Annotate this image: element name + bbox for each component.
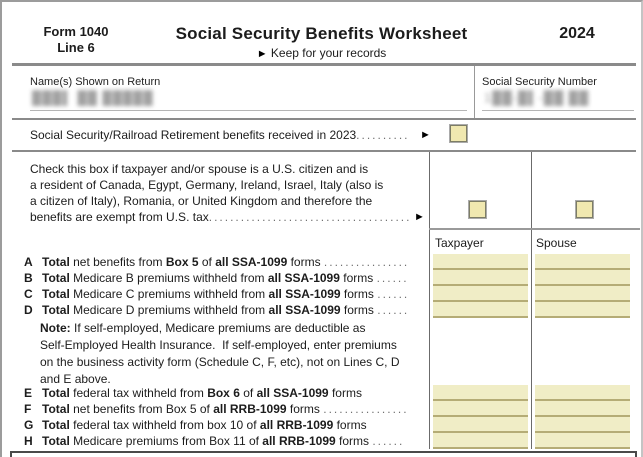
page-subtitle: ► Keep for your records — [256, 46, 387, 60]
field-g-spouse[interactable] — [535, 417, 630, 433]
note-line-1: Note: If self-employed, Medicare premium… — [40, 321, 366, 335]
citizenship-line-1: Check this box if taxpayer and/or spouse… — [30, 162, 369, 176]
row-e-letter: E — [24, 386, 33, 400]
field-e-spouse[interactable] — [535, 385, 630, 401]
name-underline — [30, 110, 467, 111]
divider — [12, 63, 636, 66]
citizen-exempt-checkbox-taxpayer[interactable] — [469, 201, 486, 218]
row-f-text: Total net benefits from Box 5 of all RRB… — [42, 402, 409, 416]
divider — [12, 118, 636, 120]
row-d-letter: D — [24, 303, 33, 317]
column-header-spouse: Spouse — [536, 236, 577, 250]
note-line-3: on the business activity form (Schedule … — [40, 355, 400, 369]
row-b-letter: B — [24, 271, 33, 285]
spouse-column-line — [531, 152, 532, 449]
form-line-number: Line 6 — [57, 40, 95, 55]
row-g-letter: G — [24, 418, 34, 432]
ssn-underline — [482, 110, 634, 111]
column-header-divider — [429, 228, 640, 230]
field-d-spouse[interactable] — [535, 302, 630, 318]
row-e-text: Total federal tax withheld from Box 6 of… — [42, 386, 362, 400]
note-line-4: and E above. — [40, 372, 111, 386]
field-f-spouse[interactable] — [535, 401, 630, 417]
row-a-text: Total net benefits from Box 5 of all SSA… — [42, 255, 410, 269]
citizenship-line-4: benefits are exempt from U.S. tax.......… — [30, 210, 412, 224]
benefits-received-label: Social Security/Railroad Retirement bene… — [30, 128, 410, 142]
field-d-taxpayer[interactable] — [433, 302, 528, 318]
tax-year: 2024 — [559, 25, 595, 42]
field-h-spouse[interactable] — [535, 433, 630, 449]
field-c-spouse[interactable] — [535, 286, 630, 302]
row-a-letter: A — [24, 255, 33, 269]
field-f-taxpayer[interactable] — [433, 401, 528, 417]
name-label: Name(s) Shown on Return — [30, 76, 161, 88]
page-title: Social Security Benefits Worksheet — [175, 24, 468, 43]
field-b-spouse[interactable] — [535, 270, 630, 286]
next-section-box — [10, 451, 637, 457]
field-c-taxpayer[interactable] — [433, 286, 528, 302]
identity-divider — [474, 66, 475, 118]
row-g-text: Total federal tax withheld from box 10 o… — [42, 418, 367, 432]
field-e-taxpayer[interactable] — [433, 385, 528, 401]
benefits-received-checkbox[interactable] — [450, 125, 467, 142]
field-b-taxpayer[interactable] — [433, 270, 528, 286]
name-value-redacted: ███▌ ██ █████ — [32, 90, 154, 105]
field-a-spouse[interactable] — [535, 254, 630, 270]
note-line-2: Self-Employed Health Insurance. If self-… — [40, 338, 397, 352]
row-h-letter: H — [24, 434, 33, 448]
form-number: Form 1040 — [43, 24, 109, 39]
row-h-text: Total Medicare premiums from Box 11 of a… — [42, 434, 405, 448]
citizen-exempt-checkbox-spouse[interactable] — [576, 201, 593, 218]
row-f-letter: F — [24, 402, 32, 416]
citizenship-line-3: a citizen of Italy), Romania, or United … — [30, 194, 373, 208]
row-b-text: Total Medicare B premiums withheld from … — [42, 271, 409, 285]
ssn-label: Social Security Number — [482, 76, 597, 88]
column-header-taxpayer: Taxpayer — [435, 236, 484, 250]
row-d-text: Total Medicare D premiums withheld from … — [42, 303, 410, 317]
field-g-taxpayer[interactable] — [433, 417, 528, 433]
row-c-letter: C — [24, 287, 33, 301]
row-c-text: Total Medicare C premiums withheld from … — [42, 287, 410, 301]
field-h-taxpayer[interactable] — [433, 433, 528, 449]
divider — [12, 150, 636, 152]
arrow-icon: ► — [414, 211, 425, 223]
ssn-value-redacted: 1██-█▌-██ ██ — [484, 90, 590, 105]
arrow-icon: ► — [256, 48, 268, 60]
field-a-taxpayer[interactable] — [433, 254, 528, 270]
arrow-icon: ► — [420, 129, 431, 141]
citizenship-line-2: a resident of Canada, Egypt, Germany, Ir… — [30, 178, 384, 192]
taxpayer-column-line — [429, 152, 430, 449]
